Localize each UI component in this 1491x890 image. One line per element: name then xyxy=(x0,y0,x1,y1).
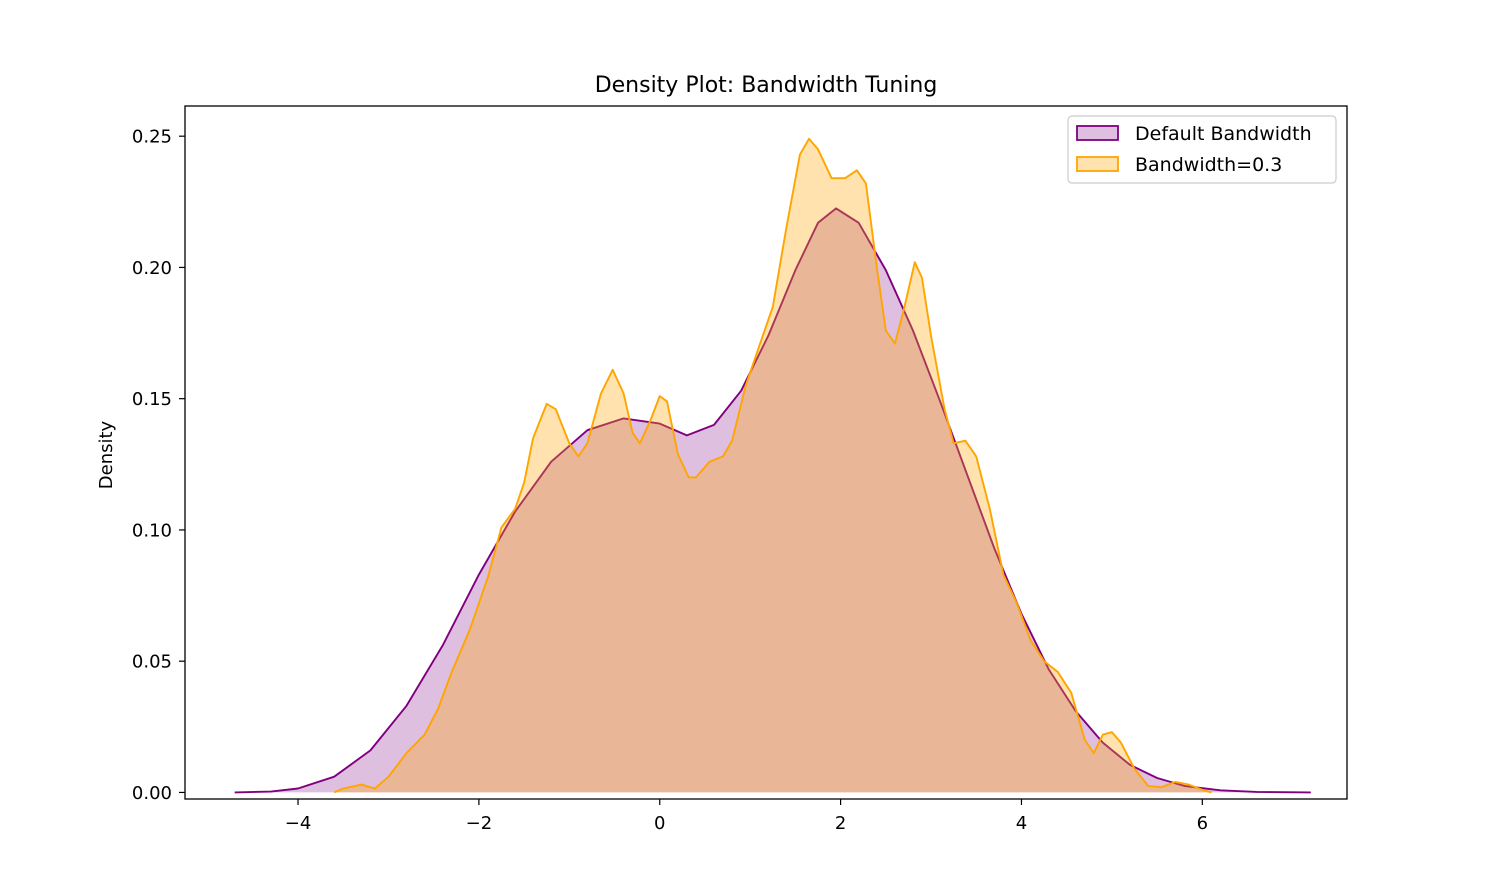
legend: Default Bandwidth Bandwidth=0.3 xyxy=(1067,115,1337,184)
y-tick-label: 0.10 xyxy=(132,520,172,541)
legend-swatch-2 xyxy=(1076,156,1119,172)
y-tick-label: 0.00 xyxy=(132,783,172,804)
x-tick-label: −2 xyxy=(466,813,493,834)
legend-label-2: Bandwidth=0.3 xyxy=(1135,154,1282,176)
plot-area xyxy=(234,137,1311,794)
y-tick-label: 0.20 xyxy=(132,258,172,279)
series-area-2 xyxy=(334,138,1212,793)
axes: −4 −2 0 2 4 6 0.00 0.05 0.10 0.15 0.20 0.25 xyxy=(132,105,1348,834)
legend-box xyxy=(1067,115,1337,184)
y-tick-label: 0.15 xyxy=(132,389,172,410)
legend-label-1: Default Bandwidth xyxy=(1135,123,1312,145)
chart-title: Density Plot: Bandwidth Tuning xyxy=(595,73,938,98)
y-tick-label: 0.05 xyxy=(132,652,172,673)
plot-frame xyxy=(184,105,1348,800)
y-axis-label: Density xyxy=(96,420,117,489)
x-tick-label: 6 xyxy=(1197,813,1208,834)
x-tick-label: 2 xyxy=(835,813,846,834)
legend-swatch-1 xyxy=(1076,125,1119,141)
x-tick-label: 4 xyxy=(1016,813,1027,834)
y-tick-label: 0.25 xyxy=(132,127,172,148)
x-tick-label: 0 xyxy=(654,813,665,834)
x-tick-label: −4 xyxy=(285,813,312,834)
series-line-1 xyxy=(234,207,1311,794)
series-area-1 xyxy=(234,208,1311,793)
series-line-2 xyxy=(333,137,1212,794)
